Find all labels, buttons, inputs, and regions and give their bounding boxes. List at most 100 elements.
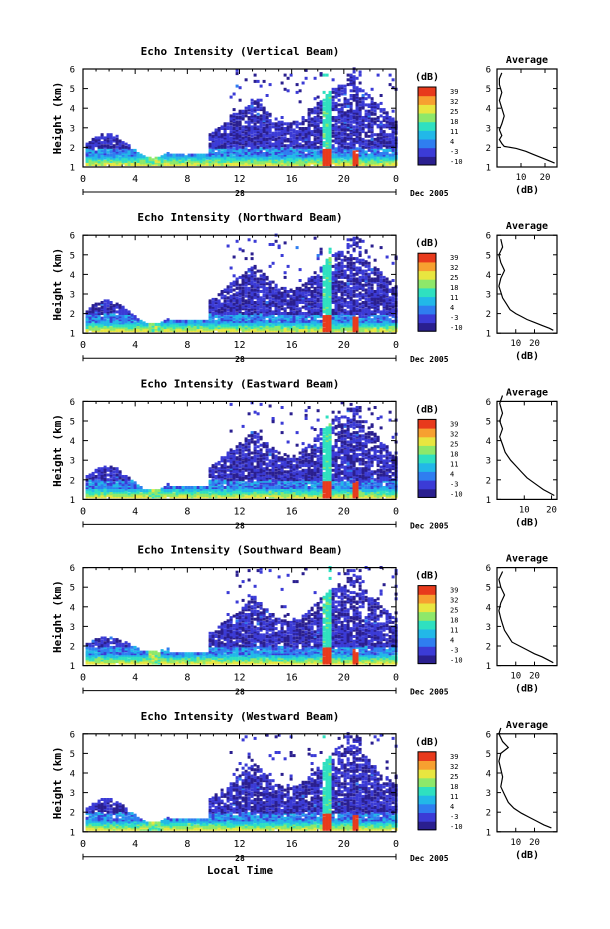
heatmap-cell xyxy=(223,301,227,304)
heatmap-cell xyxy=(277,136,281,140)
heatmap-cell xyxy=(307,125,311,129)
heatmap-cell xyxy=(289,139,293,143)
heatmap-cell xyxy=(301,131,305,135)
heatmap-cell xyxy=(271,315,275,319)
heatmap-cell xyxy=(376,316,380,320)
heatmap-cell xyxy=(265,123,269,127)
heatmap-cell xyxy=(319,252,323,256)
heatmap-cell xyxy=(259,131,263,135)
heatmap-cell xyxy=(265,327,269,331)
heatmap-cell xyxy=(211,131,215,135)
heatmap-cell xyxy=(220,293,224,297)
y-tick-label: 6 xyxy=(70,232,75,242)
heatmap-cell xyxy=(97,473,101,477)
heatmap-cell xyxy=(259,290,263,293)
heatmap-cell xyxy=(211,134,215,138)
heatmap-cell xyxy=(292,145,296,149)
heatmap-cell xyxy=(310,111,314,115)
heatmap-cell xyxy=(256,316,260,320)
heatmap-cell xyxy=(268,153,272,157)
heatmap-cell xyxy=(256,145,260,149)
heatmap-cell xyxy=(166,153,170,157)
heatmap-cell xyxy=(193,327,197,331)
heatmap-cell xyxy=(364,261,368,265)
heatmap-cell xyxy=(331,98,335,102)
heatmap-cell xyxy=(277,318,281,322)
heatmap-cell xyxy=(340,302,344,306)
heatmap-cell xyxy=(292,134,296,138)
heatmap-cell xyxy=(220,155,224,159)
heatmap-cell xyxy=(181,321,185,325)
heatmap-cell xyxy=(160,327,164,331)
heatmap-cell xyxy=(385,286,389,290)
heatmap-cell xyxy=(319,139,323,143)
heatmap-cell xyxy=(376,275,380,279)
heatmap-cell xyxy=(388,297,392,301)
heatmap-cell xyxy=(388,296,392,300)
heatmap-cell xyxy=(85,158,89,162)
heatmap-cell xyxy=(241,161,245,165)
heatmap-cell xyxy=(238,141,242,145)
heatmap-cell xyxy=(379,315,383,319)
heatmap-cell xyxy=(376,296,380,300)
heatmap-cell xyxy=(115,310,119,314)
heatmap-cell xyxy=(346,133,350,137)
heatmap-cell xyxy=(103,324,107,328)
heatmap-cell xyxy=(238,297,242,301)
heatmap-cell xyxy=(289,134,293,138)
heatmap-cell xyxy=(358,268,362,272)
heatmap-cell xyxy=(379,101,383,105)
heatmap-cell xyxy=(181,158,185,162)
heatmap-cell xyxy=(172,321,176,325)
heatmap-cell xyxy=(346,275,350,279)
heatmap-cell xyxy=(100,482,104,486)
heatmap-cell xyxy=(292,326,296,330)
heatmap-cell xyxy=(127,324,131,328)
heatmap-cell xyxy=(358,254,362,257)
heatmap-cell xyxy=(319,141,323,145)
heatmap-cell xyxy=(304,148,308,152)
heatmap-cell xyxy=(187,327,191,331)
heatmap-cell xyxy=(331,280,335,284)
heatmap-cell xyxy=(388,134,392,138)
heatmap-cell xyxy=(187,319,191,323)
heatmap-cell xyxy=(91,145,95,149)
heatmap-cell xyxy=(103,313,107,317)
heatmap-cell xyxy=(217,158,221,162)
heatmap-cell xyxy=(331,316,335,320)
heatmap-cell xyxy=(169,153,173,157)
heatmap-cell xyxy=(355,155,359,159)
heatmap-cell xyxy=(127,161,131,165)
heatmap-cell xyxy=(121,319,125,323)
heatmap-cell xyxy=(301,283,305,287)
heatmap-cell xyxy=(337,145,341,149)
heatmap-cell xyxy=(238,131,242,135)
heatmap-cell xyxy=(262,145,266,149)
heatmap-cell xyxy=(223,153,227,157)
heatmap-cell xyxy=(313,315,317,319)
heatmap-cell xyxy=(97,482,101,486)
heatmap-cell xyxy=(262,133,266,137)
heatmap-cell xyxy=(214,141,218,145)
heatmap-cell xyxy=(256,286,260,290)
heatmap-cell xyxy=(382,280,386,284)
heatmap-cell xyxy=(328,130,332,134)
heatmap-cell xyxy=(307,277,311,281)
heatmap-cell xyxy=(256,319,260,323)
heatmap-cell xyxy=(343,324,347,328)
heatmap-cell xyxy=(172,159,176,163)
heatmap-cell xyxy=(283,315,287,319)
heatmap-cell xyxy=(112,304,116,308)
heatmap-cell xyxy=(376,310,380,314)
heatmap-cell xyxy=(322,106,326,110)
heatmap-cell xyxy=(340,291,344,295)
heatmap-cell xyxy=(367,144,371,148)
heatmap-cell xyxy=(328,119,332,123)
heatmap-cell xyxy=(211,321,215,325)
heatmap-cell xyxy=(331,161,335,165)
heatmap-cell xyxy=(262,106,266,110)
heatmap-cell xyxy=(298,268,302,272)
heatmap-cell xyxy=(202,158,206,162)
heatmap-cell xyxy=(289,315,293,319)
heatmap-cell xyxy=(364,302,368,306)
